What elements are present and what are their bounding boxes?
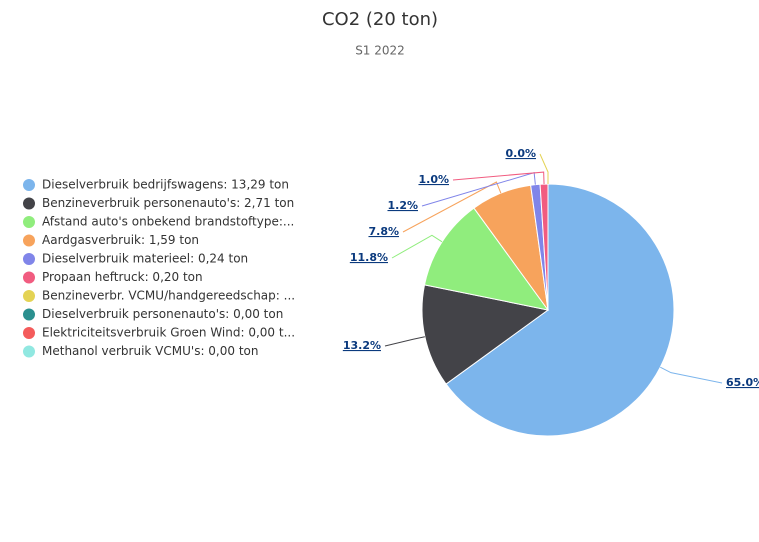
data-label: 1.0% — [418, 173, 449, 186]
legend-marker[interactable] — [23, 179, 35, 191]
legend-marker[interactable] — [23, 234, 35, 247]
legend-label[interactable]: Dieselverbruik bedrijfswagens: 13,29 ton — [42, 178, 289, 192]
legend-marker[interactable] — [23, 308, 35, 321]
legend-marker[interactable] — [23, 253, 35, 265]
data-label: 65.0% — [726, 376, 759, 389]
legend-label[interactable]: Dieselverbruik personenauto's: 0,00 ton — [42, 307, 283, 321]
data-label: 13.2% — [343, 339, 381, 352]
legend-label[interactable]: Benzineverbr. VCMU/handgereedschap: ... — [42, 289, 295, 303]
connector — [452, 171, 545, 185]
connector — [391, 234, 443, 259]
connector — [402, 181, 502, 233]
legend-label[interactable]: Afstand auto's onbekend brandstoftype:..… — [42, 215, 294, 229]
data-label: 0.0% — [505, 147, 536, 160]
legend-label[interactable]: Methanol verbruik VCMU's: 0,00 ton — [42, 344, 259, 358]
data-label: 7.8% — [368, 225, 399, 238]
connector — [384, 336, 425, 347]
data-label: 11.8% — [350, 251, 388, 264]
chart-subtitle: S1 2022 — [355, 44, 405, 58]
legend-marker[interactable] — [23, 327, 35, 339]
connector — [539, 153, 549, 184]
legend-label[interactable]: Aardgasverbruik: 1,59 ton — [42, 233, 199, 247]
legend-marker[interactable] — [23, 290, 35, 302]
connector — [660, 366, 723, 384]
legend-label[interactable]: Benzineverbruik personenauto's: 2,71 ton — [42, 196, 294, 210]
legend-label[interactable]: Elektriciteitsverbruik Groen Wind: 0,00 … — [42, 326, 295, 340]
chart-title: CO2 (20 ton) — [322, 9, 438, 30]
legend-label[interactable]: Dieselverbruik materieel: 0,24 ton — [42, 252, 248, 266]
legend-marker[interactable] — [23, 197, 35, 210]
legend-marker[interactable] — [23, 345, 35, 358]
legend-label[interactable]: Propaan heftruck: 0,20 ton — [42, 270, 203, 284]
legend-marker[interactable] — [23, 216, 35, 228]
legend-marker[interactable] — [23, 271, 35, 284]
data-label: 1.2% — [387, 199, 418, 212]
